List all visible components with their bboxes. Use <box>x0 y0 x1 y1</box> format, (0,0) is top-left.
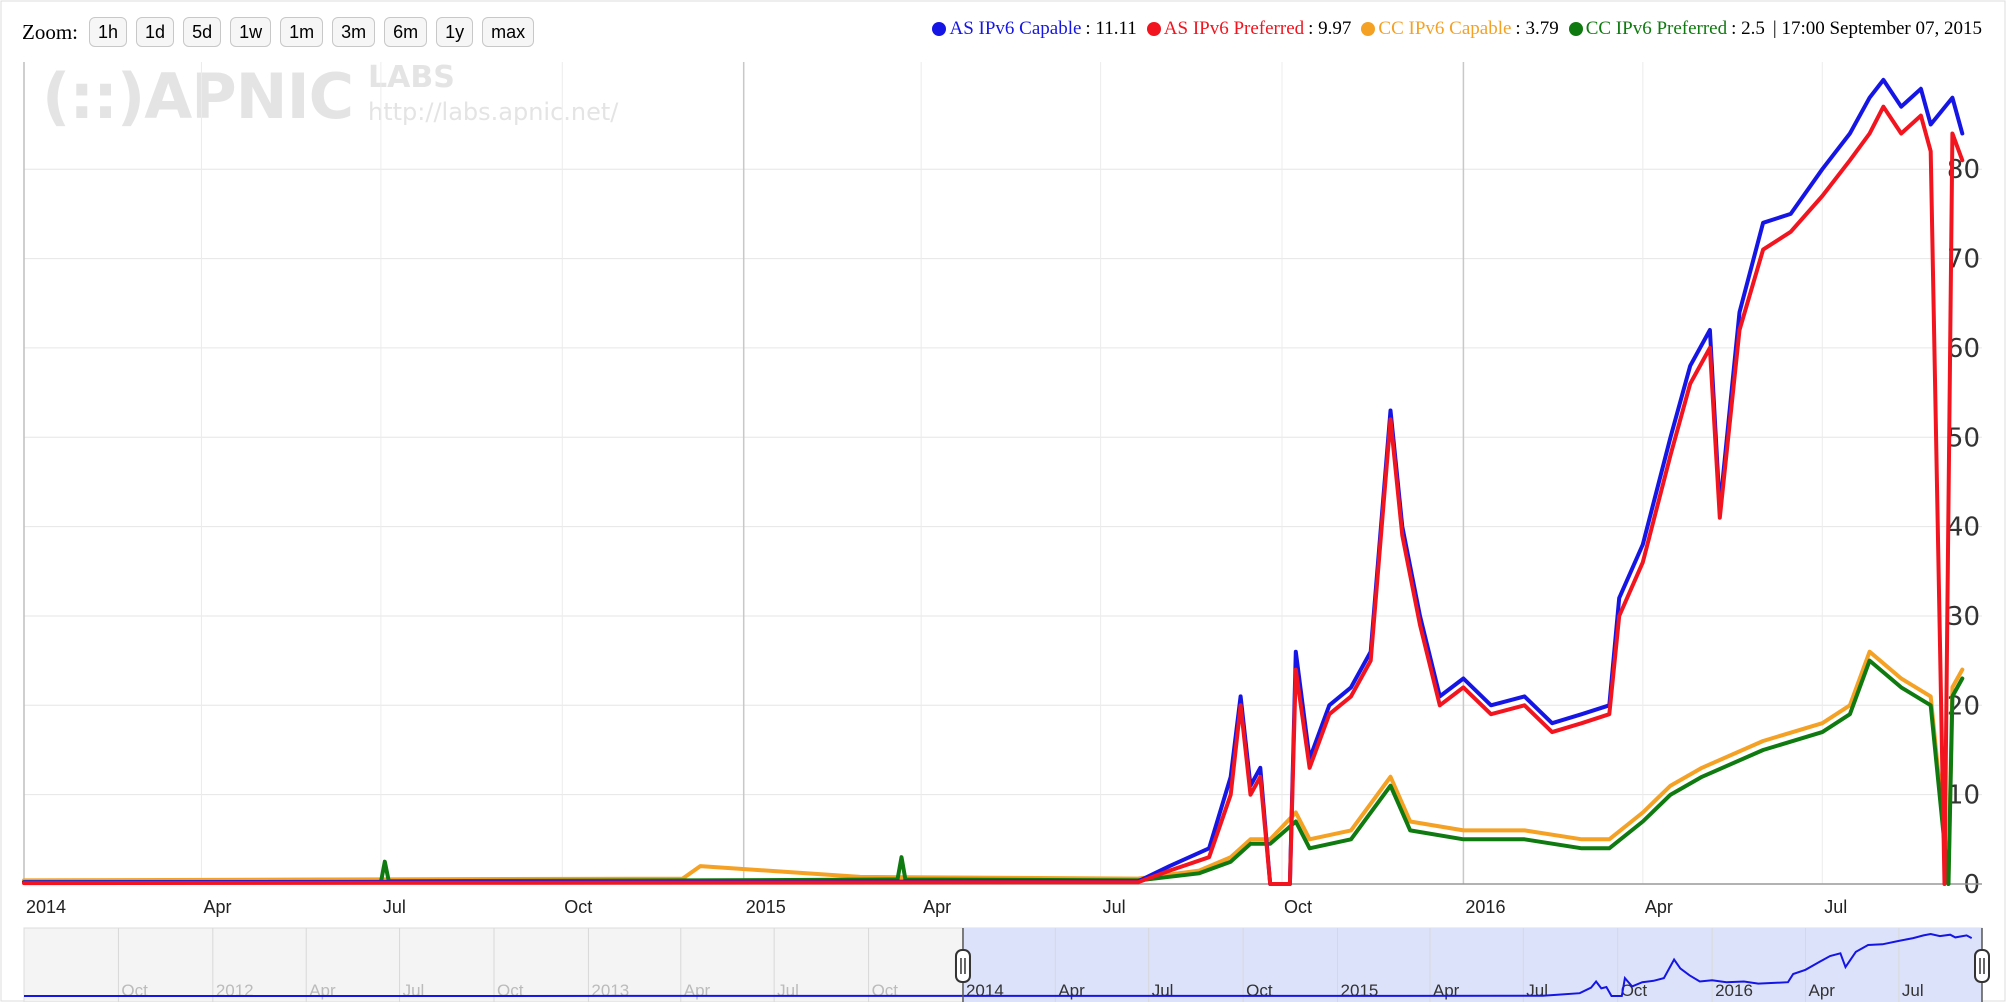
navigator-series-line <box>23 932 1973 997</box>
navigator-tick-label: 2012 <box>216 981 254 1000</box>
zoom-label: Zoom: <box>22 19 78 44</box>
zoom-3m-button[interactable]: 3m <box>332 17 376 47</box>
navigator-tick-label: 2013 <box>591 981 629 1000</box>
navigator-tick-label: Apr <box>684 981 711 1000</box>
navigator-tick-label: Apr <box>309 981 336 1000</box>
y-tick-label: 40 <box>1947 513 1980 543</box>
x-tick-label: Jul <box>383 897 406 917</box>
legend-value: : 9.97 <box>1308 18 1352 39</box>
y-tick-label: 0 <box>1963 870 1980 900</box>
apnic-logo-watermark: (::)APNIC <box>42 60 354 133</box>
zoom-1w-button[interactable]: 1w <box>230 17 272 47</box>
series-as-preferred-line <box>22 104 1965 886</box>
y-tick-label: 30 <box>1947 602 1980 632</box>
navigator-tick-label: 2015 <box>1341 981 1379 1000</box>
navigator-left-handle[interactable] <box>954 949 971 983</box>
y-tick-label: 50 <box>1947 423 1980 453</box>
navigator-tick-label: Oct <box>1621 981 1648 1000</box>
legend-item-as-capable[interactable]: AS IPv6 Capable : 11.11 <box>932 18 1137 40</box>
navigator-tick-label: Oct <box>872 981 899 1000</box>
series-as-capable-line <box>22 77 1965 886</box>
navigator-tick-label: Apr <box>1433 981 1460 1000</box>
navigator-tick-label: Jul <box>777 981 799 1000</box>
zoom-1y-button[interactable]: 1y <box>436 17 474 47</box>
navigator-tick-label: 2014 <box>966 981 1004 1000</box>
navigator-tick-label: 2016 <box>1715 981 1753 1000</box>
zoom-1d-button[interactable]: 1d <box>136 17 175 47</box>
x-tick-label: Apr <box>923 897 951 917</box>
navigator-tick-label: Oct <box>1246 981 1273 1000</box>
legend-value: : 11.11 <box>1085 18 1137 39</box>
x-tick-label: Jul <box>1824 897 1847 917</box>
x-tick-label: Jul <box>1103 897 1126 917</box>
url-watermark: http://labs.apnic.net/ <box>368 98 619 126</box>
y-tick-label: 60 <box>1947 334 1980 364</box>
zoom-1m-button[interactable]: 1m <box>280 17 324 47</box>
legend-item-cc-preferred[interactable]: CC IPv6 Preferred : 2.5 <box>1568 18 1765 40</box>
navigator-tick-label: Apr <box>1058 981 1085 1000</box>
legend-value: : 2.5 <box>1731 18 1765 39</box>
x-tick-label: Oct <box>1284 897 1312 917</box>
legend-dot-icon <box>932 22 947 36</box>
x-tick-label: 2014 <box>26 897 66 917</box>
x-tick-label: 2016 <box>1465 897 1505 917</box>
legend-dot-icon <box>1568 22 1583 36</box>
zoom-5d-button[interactable]: 5d <box>183 17 222 47</box>
legend-dot-icon <box>1146 22 1161 36</box>
legend-label: CC IPv6 Capable <box>1378 18 1512 39</box>
legend-dot-icon <box>1361 22 1376 36</box>
x-tick-label: Apr <box>1645 897 1673 917</box>
legend-label: AS IPv6 Capable <box>949 18 1082 39</box>
navigator-tick-label: Oct <box>497 981 524 1000</box>
labs-watermark: LABS <box>368 60 455 95</box>
zoom-toolbar: Zoom: 1h 1d 5d 1w 1m 3m 6m 1y max <box>22 16 535 48</box>
navigator-tick-label: Apr <box>1808 981 1835 1000</box>
navigator-tick-label: Jul <box>403 981 425 1000</box>
legend-value: : 3.79 <box>1515 18 1559 39</box>
navigator-tick-label: Jul <box>1152 981 1174 1000</box>
zoom-max-button[interactable]: max <box>482 17 535 47</box>
legend-label: AS IPv6 Preferred <box>1163 18 1305 39</box>
legend-timestamp: | 17:00 September 07, 2015 <box>1772 18 1982 39</box>
legend-item-as-preferred[interactable]: AS IPv6 Preferred : 9.97 <box>1146 18 1352 40</box>
legend-label: CC IPv6 Preferred <box>1585 18 1728 39</box>
x-tick-label: Apr <box>203 897 231 917</box>
navigator-tick-label: Oct <box>121 981 148 1000</box>
zoom-1h-button[interactable]: 1h <box>89 17 128 47</box>
navigator-tick-label: Jul <box>1902 981 1924 1000</box>
zoom-6m-button[interactable]: 6m <box>384 17 428 47</box>
series-cc-capable-line <box>22 649 1965 883</box>
navigator-right-handle[interactable] <box>1974 949 1990 983</box>
legend-item-cc-capable[interactable]: CC IPv6 Capable : 3.79 <box>1361 18 1559 40</box>
series-cc-preferred-line <box>22 658 1965 886</box>
x-tick-label: 2015 <box>746 897 786 917</box>
legend: AS IPv6 Capable : 11.11 AS IPv6 Preferre… <box>922 18 1982 40</box>
navigator-tick-label: Jul <box>1526 981 1548 1000</box>
x-tick-label: Oct <box>564 897 592 917</box>
